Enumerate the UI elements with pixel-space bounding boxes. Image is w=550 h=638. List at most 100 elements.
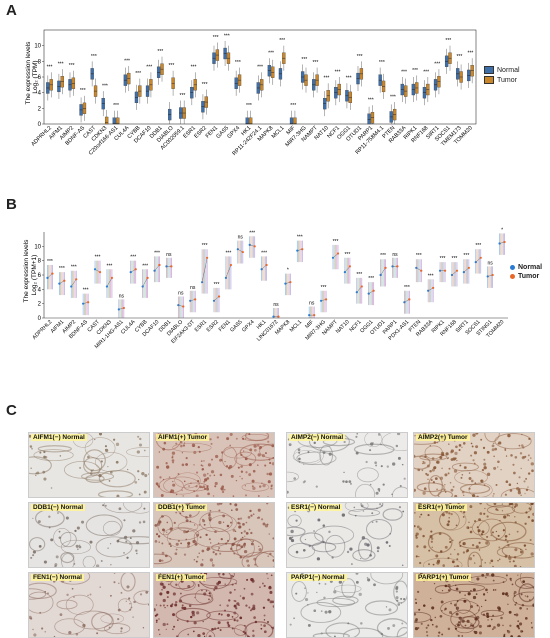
point-tumor [491,273,494,277]
point-tumor [289,281,292,284]
point-tumor [241,250,244,254]
pair-connector [356,286,362,293]
significance-label: *** [301,57,307,63]
significance-label: ns [178,291,184,297]
point-tumor [408,298,411,301]
significance-label: *** [456,54,462,60]
y-tick-label: 2 [38,106,42,112]
y-axis-label-line2: Log₂ (TPM) [32,60,39,93]
significance-label: *** [290,103,296,109]
point-tumor [206,256,209,259]
significance-label: *** [428,273,434,279]
box-normal [112,117,116,125]
ihc-tile-label: AIMP2(−) Normal [289,434,346,441]
point-normal [201,281,204,284]
significance-label: *** [80,88,86,94]
point-normal [212,299,216,302]
point-normal [46,276,49,279]
pair-connector [154,264,160,271]
point-tumor [372,289,375,292]
ihc-image-tile: FEN1(+) Tumor [153,572,275,638]
ihc-texture [287,433,407,497]
ihc-tile-label: PARP1(+) Tumor [416,574,471,581]
x-tick-label: MCL1 [271,125,286,140]
point-tumor [75,278,78,281]
point-normal [70,285,73,288]
x-tick-label: MIF [286,125,297,136]
point-tumor [455,269,459,272]
ihc-texture [289,573,407,637]
point-normal [462,271,465,274]
ihc-texture [287,503,405,567]
pair-connector [344,266,351,273]
significance-label: *** [157,49,163,55]
significance-label: *** [213,35,219,41]
point-normal [355,291,358,294]
ihc-tile-label: ESR1(−) Normal [289,504,343,511]
y-tick-label: 6 [38,273,42,279]
point-tumor [503,240,506,244]
ihc-image-tile: AIFM1(−) Normal [28,432,150,498]
point-normal [165,265,168,268]
x-tick-label: GAS5 [229,319,243,333]
point-normal [438,269,442,272]
x-tick-label: GPX4 [226,125,241,140]
point-normal [117,308,120,311]
panel-a-legend: Normal Tumor [484,66,520,86]
x-tick-label: HK1 [240,125,252,137]
significance-label: *** [445,38,451,44]
ihc-image-tile: AIMP2(−) Normal [286,432,408,498]
significance-label: *** [468,51,474,57]
ihc-texture [154,573,274,637]
ihc-image-tile: ESR1(−) Normal [286,502,408,568]
point-normal [272,315,275,318]
legend-label-tumor: Tumor [497,76,517,84]
significance-label: *** [95,255,101,261]
legend-dot-tumor [510,274,515,279]
ihc-tile-label: DDB1(−) Normal [31,504,86,511]
ihc-tile-label: AIMP2(+) Tumor [416,434,470,441]
panel-c-letter: C [6,402,17,419]
x-tick-label: GPX4 [241,319,255,333]
pair-connector [142,277,148,287]
point-normal [319,299,323,302]
significance-label: *** [344,252,350,258]
y-axis-label-line2: Log₂ (TPM+1) [31,255,38,296]
pair-connector [380,267,386,276]
significance-label: *** [102,84,108,90]
ihc-texture [414,433,534,497]
ihc-texture [414,503,534,567]
significance-label: *** [224,33,230,39]
point-tumor [265,263,268,267]
ihc-tile-label: ESR1(+) Tumor [416,504,467,511]
significance-label: *** [335,69,341,75]
point-tumor [360,285,363,288]
significance-label: *** [130,255,136,261]
significance-label: ns [488,260,494,266]
x-tick-label: NAT10 [335,319,351,335]
point-normal [450,273,454,277]
ihc-tile-label: FEN1(−) Normal [31,574,84,581]
significance-label: *** [83,288,89,294]
point-normal [415,266,418,269]
point-tumor [87,301,90,304]
point-tumor [158,263,161,267]
ihc-tile-label: AIFM1(+) Tumor [156,434,210,441]
significance-label: ns [309,301,315,307]
point-normal [224,276,228,279]
ihc-tile-label: AIFM1(−) Normal [31,434,87,441]
significance-label: *** [416,253,422,259]
point-normal [391,265,394,268]
significance-label: ns [119,293,125,299]
significance-label: *** [47,65,53,71]
point-tumor [63,279,66,282]
significance-label: *** [225,250,231,256]
point-tumor [134,268,137,271]
significance-label: *** [380,253,386,259]
significance-label: ns [190,285,196,291]
ihc-image-tile: PARP1(+) Tumor [413,572,535,638]
significance-label: *** [475,243,481,249]
ihc-texture [29,433,149,497]
significance-label: *** [379,60,385,66]
point-normal [129,271,132,274]
